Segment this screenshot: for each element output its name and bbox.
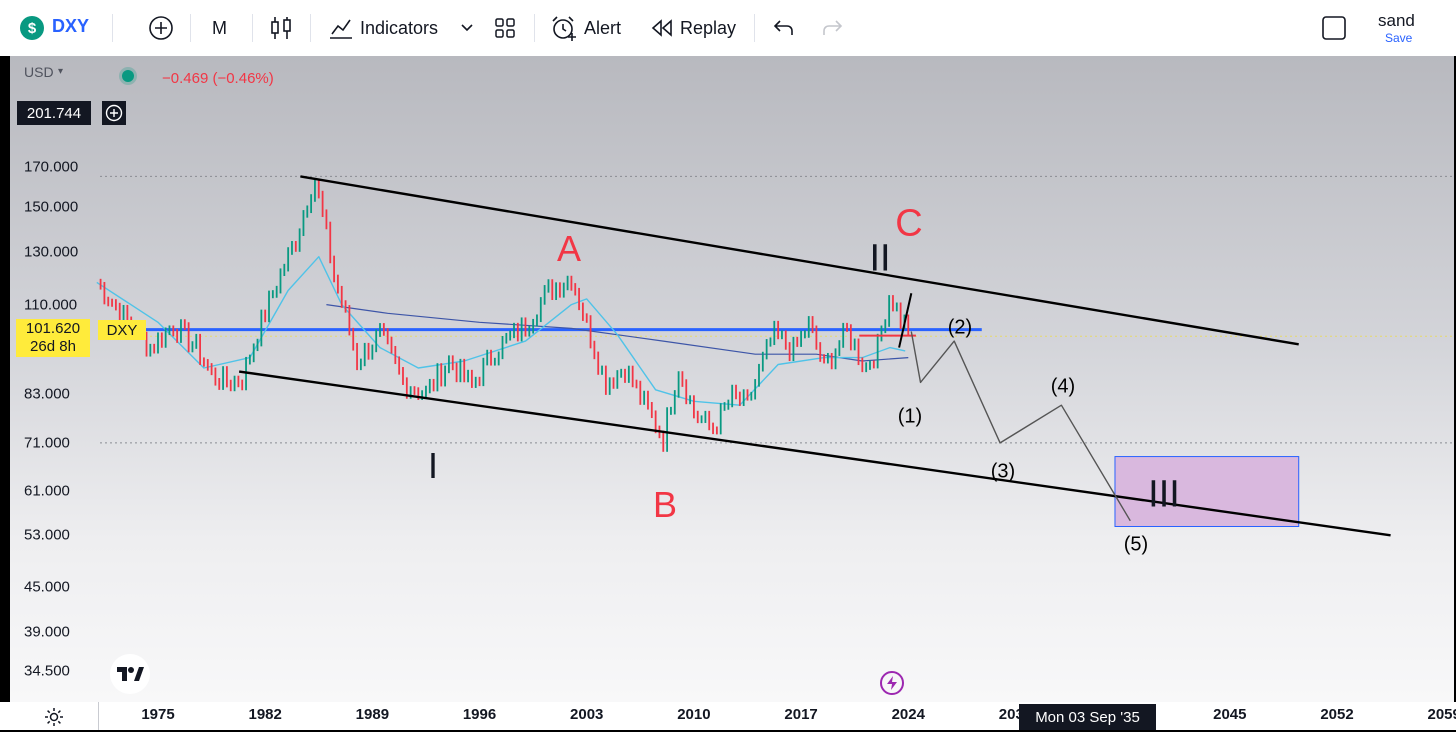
bolt-icon <box>887 676 897 690</box>
candles-icon <box>271 17 291 39</box>
alarm-clock-icon <box>552 16 576 41</box>
indicators-button[interactable]: Indicators <box>328 0 438 56</box>
undo-icon <box>773 20 793 35</box>
price-tick-label: 110.000 <box>24 296 78 314</box>
last-price-value: 101.620 <box>25 320 81 337</box>
time-tick-label: 1982 <box>248 706 282 723</box>
divider <box>98 702 99 730</box>
undo-button[interactable] <box>772 0 796 56</box>
slow-moving-average-line <box>326 304 909 362</box>
redo-button[interactable] <box>820 0 844 56</box>
market-status-dot <box>122 70 134 82</box>
price-tick-label: 39.000 <box>24 623 70 641</box>
chevron-down-icon <box>461 24 473 32</box>
crosshair-date-label: Mon 03 Sep '35 <box>1019 704 1156 730</box>
target-zone-box <box>1114 456 1300 528</box>
alert-button[interactable]: Alert <box>550 0 621 56</box>
wave-label-A: A <box>556 228 582 269</box>
plus-circle-icon <box>149 16 173 40</box>
time-tick-label: 1996 <box>462 706 497 723</box>
tradingview-logo-icon[interactable] <box>110 654 150 694</box>
chart-type-button[interactable] <box>270 0 292 56</box>
time-tick-label: 2010 <box>677 706 711 723</box>
price-tick-label: 150.000 <box>24 198 79 216</box>
replay-button[interactable]: Replay <box>650 0 736 56</box>
replay-label: Replay <box>680 17 737 38</box>
divider <box>754 14 755 42</box>
lightning-icon[interactable] <box>880 671 904 695</box>
top-price-label: 201.744 <box>17 101 91 125</box>
redo-icon <box>823 20 843 35</box>
fullscreen-button[interactable] <box>1322 0 1346 56</box>
price-tick-label: 45.000 <box>24 578 70 596</box>
time-tick-label: 1975 <box>141 706 175 723</box>
symbol-price-tag: DXY <box>98 320 146 340</box>
chart-pane[interactable] <box>10 56 1454 702</box>
rewind-icon <box>651 19 672 37</box>
wave-label-1: (1) <box>897 405 923 428</box>
top-toolbar: $ DXY M Indicators Alert Replay sand Sav… <box>0 0 1456 56</box>
wave-label-II: II <box>869 237 891 280</box>
channel-lower-trendline <box>238 370 1391 537</box>
last-price-tag: 101.620 26d 8h <box>16 319 90 357</box>
time-tick-label: 2017 <box>784 706 818 723</box>
wave-label-C: C <box>895 202 923 245</box>
divider <box>310 14 311 42</box>
chevron-down-icon: ▾ <box>58 66 64 77</box>
symbol-button[interactable]: DXY <box>52 16 90 36</box>
fast-moving-average-line <box>96 256 906 406</box>
channel-upper-trendline <box>300 175 1299 346</box>
square-icon <box>1322 16 1346 40</box>
divider <box>252 14 253 42</box>
wave-ii-marker <box>898 293 913 348</box>
price-tick-label: 83.000 <box>24 385 70 403</box>
plus-circle-icon <box>105 104 123 122</box>
price-tick-label: 170.000 <box>24 158 79 176</box>
tv-logo-icon <box>117 667 144 681</box>
divider <box>190 14 191 42</box>
add-symbol-button[interactable] <box>148 0 174 56</box>
indicators-label: Indicators <box>360 17 439 38</box>
price-tick-label: 61.000 <box>24 482 70 500</box>
divider <box>112 14 113 42</box>
price-tick-label: 34.500 <box>24 662 70 680</box>
currency-label[interactable]: USD <box>24 64 54 80</box>
wave-label-2: (2) <box>947 316 973 339</box>
divider <box>534 14 535 42</box>
price-tick-label: 53.000 <box>24 526 70 544</box>
time-axis[interactable] <box>0 702 1456 730</box>
grid-icon <box>495 18 515 38</box>
wave-label-3: (3) <box>990 460 1016 483</box>
alert-label: Alert <box>584 17 622 38</box>
bar-countdown: 26d 8h <box>30 338 76 355</box>
indicators-dropdown[interactable] <box>460 0 474 56</box>
time-tick-label: 2052 <box>1320 706 1354 723</box>
time-tick-label: 2003 <box>570 706 604 723</box>
time-tick-label: 2045 <box>1213 706 1247 723</box>
time-tick-label: 1989 <box>355 706 390 723</box>
wave-projection-path <box>910 331 1131 522</box>
save-button[interactable]: Save <box>1385 31 1413 45</box>
time-tick-label: 2059 <box>1427 706 1456 723</box>
time-tick-label: 2024 <box>891 706 925 723</box>
price-tick-label: 71.000 <box>24 434 70 452</box>
settings-button[interactable] <box>44 707 64 732</box>
wave-label-B: B <box>652 484 678 525</box>
wave-label-5: (5) <box>1123 533 1149 556</box>
price-tick-label: 130.000 <box>24 243 79 261</box>
layout-name[interactable]: sand <box>1378 11 1415 30</box>
gear-icon <box>45 708 63 726</box>
layouts-button[interactable] <box>494 0 516 56</box>
add-level-button[interactable] <box>102 101 126 125</box>
symbol-logo-icon[interactable]: $ <box>20 16 44 40</box>
wave-label-I: I <box>427 445 439 486</box>
interval-button[interactable]: M <box>212 17 227 38</box>
price-change: −0.469 (−0.46%) <box>162 70 274 87</box>
wave-label-4: (4) <box>1050 375 1076 398</box>
indicators-icon <box>330 19 352 39</box>
wave-label-III: III <box>1148 473 1180 516</box>
